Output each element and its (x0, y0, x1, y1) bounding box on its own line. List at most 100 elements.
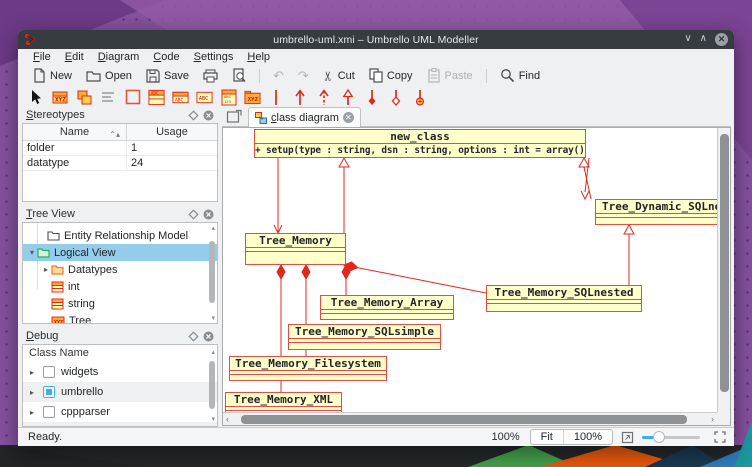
directed-association-tool[interactable] (292, 88, 309, 106)
menu-edit[interactable]: Edit (64, 50, 84, 63)
enum-tool[interactable]: ABC 123 (220, 89, 237, 106)
close-panel-icon[interactable] (203, 209, 214, 220)
uml-class-tree-memory[interactable]: Tree_Memory (245, 233, 346, 265)
scrollbar-thumb[interactable] (209, 361, 215, 409)
close-panel-icon[interactable] (203, 331, 214, 342)
uml-class-new-class[interactable]: new_class + setup(type : string, dsn : s… (254, 129, 586, 158)
scroll-down-icon[interactable]: ▾ (211, 315, 215, 322)
uml-class-tree-dynamic-sqlnested[interactable]: Tree_Dynamic_SQLnested (595, 199, 717, 225)
menu-file[interactable]: File (33, 50, 51, 63)
association-tool[interactable] (268, 89, 285, 106)
scrollbar-thumb[interactable] (241, 415, 687, 424)
zoom-100-button[interactable]: 100% (562, 430, 612, 444)
paste-button[interactable]: Paste (421, 66, 479, 85)
uml-class-tree-memory-sqlnested[interactable]: Tree_Memory_SQLnested (486, 285, 642, 312)
tree-item-tree[interactable]: XYZ Tree (23, 312, 217, 323)
scroll-down-icon[interactable]: ▾ (211, 416, 215, 423)
scrollbar-thumb[interactable] (720, 134, 729, 392)
dependency-tool[interactable] (316, 88, 333, 106)
uml-class-tree-memory-array[interactable]: Tree_Memory_Array (320, 295, 454, 320)
float-panel-icon[interactable] (188, 109, 199, 121)
tree-item-logical-view[interactable]: ▾ Logical View (23, 244, 217, 261)
box-tool[interactable] (124, 89, 141, 106)
column-name[interactable]: Name ⌃︎▴ (23, 124, 127, 140)
menu-code[interactable]: Code (153, 50, 180, 63)
chevron-down-icon[interactable]: ▾ (29, 248, 34, 257)
scroll-up-icon[interactable]: ▴ (211, 225, 215, 232)
debug-scrollbar[interactable] (208, 357, 216, 414)
object-tool[interactable] (76, 89, 93, 106)
titlebar[interactable]: umbrello-uml.xmi – Umbrello UML Modeller… (18, 30, 734, 49)
cut-button[interactable]: ✂ Cut (317, 66, 361, 86)
tree-item-int[interactable]: int (23, 278, 217, 295)
containment-tool[interactable] (412, 89, 429, 106)
chevron-right-icon[interactable]: ▸ (43, 265, 48, 274)
tab-close-icon[interactable]: ✕ (342, 112, 354, 123)
note-tool[interactable] (100, 89, 117, 106)
tree-scrollbar[interactable] (208, 233, 216, 313)
interface-tool[interactable]: ABC (172, 89, 189, 106)
chevron-right-icon[interactable]: ▸ (29, 387, 34, 397)
checkbox-unchecked[interactable] (43, 406, 55, 418)
debug-item-umbrello[interactable]: ▸ umbrello (23, 382, 217, 402)
float-panel-icon[interactable] (188, 330, 199, 342)
open-button[interactable]: Open (80, 67, 138, 85)
scrollbar-thumb[interactable] (209, 241, 215, 303)
column-usage[interactable]: Usage (156, 126, 188, 138)
tab-class-diagram[interactable]: class diagram ✕ (248, 107, 361, 127)
chevron-right-icon[interactable]: ▸ (29, 367, 34, 377)
package-tool[interactable]: XYZ (244, 89, 261, 106)
class-tool[interactable]: XYZ (52, 89, 69, 106)
generalization-tool[interactable] (340, 88, 357, 106)
menu-help[interactable]: Help (247, 50, 271, 63)
save-button[interactable]: Save (140, 67, 195, 85)
table-row[interactable]: folder 1 (23, 141, 217, 156)
tree-view-panel-titlebar[interactable]: Tree View (22, 206, 218, 222)
select-tool[interactable] (28, 89, 45, 106)
new-tab-button[interactable] (226, 109, 243, 124)
find-button[interactable]: Find (494, 66, 546, 85)
copy-button[interactable]: Copy (363, 66, 419, 85)
float-panel-icon[interactable] (188, 208, 199, 220)
tree-item-entity-relationship-model[interactable]: Entity Relationship Model (23, 227, 217, 244)
class-box-tool[interactable]: ABC (148, 89, 165, 106)
menu-diagram[interactable]: Diagram (97, 50, 140, 63)
print-button[interactable] (197, 67, 224, 85)
table-row[interactable]: datatype 24 (23, 156, 217, 171)
scroll-left-icon[interactable]: ‹ (226, 414, 229, 424)
minimize-button[interactable]: ∨ (684, 33, 692, 44)
debug-item-dialogs[interactable]: ▸ dialogs (23, 422, 217, 426)
tree-item-string[interactable]: string (23, 295, 217, 312)
debug-item-widgets[interactable]: ▸ widgets (23, 362, 217, 382)
debug-item-cppparser[interactable]: ▸ cppparser (23, 402, 217, 422)
scroll-right-icon[interactable]: › (711, 414, 714, 424)
composition-tool[interactable] (364, 89, 381, 106)
fit-button[interactable]: Fit (540, 431, 553, 443)
undo-button[interactable]: ↶ (267, 66, 290, 86)
close-panel-icon[interactable] (203, 110, 214, 121)
chevron-right-icon[interactable]: ▸ (29, 407, 34, 417)
zoom-fit-icon[interactable] (621, 431, 634, 444)
checkbox-unchecked[interactable] (43, 366, 55, 378)
fullscreen-icon[interactable] (714, 431, 726, 443)
maximize-button[interactable]: ∧ (699, 33, 707, 44)
scroll-up-icon[interactable]: ▴ (211, 349, 215, 356)
slider-track[interactable] (642, 436, 700, 439)
uml-class-tree-memory-filesystem[interactable]: Tree_Memory_Filesystem (229, 356, 387, 381)
redo-button[interactable]: ↷ (292, 66, 315, 86)
zoom-slider[interactable] (642, 430, 700, 444)
uml-class-tree-memory-sqlsimple[interactable]: Tree_Memory_SQLsimple (288, 324, 441, 350)
datatype-tool[interactable]: ABC (196, 89, 213, 106)
print-preview-button[interactable] (226, 66, 252, 85)
aggregation-tool[interactable] (388, 89, 405, 106)
debug-panel-titlebar[interactable]: Debug (22, 328, 218, 344)
menu-settings[interactable]: Settings (193, 50, 234, 63)
checkbox-partial[interactable] (43, 386, 55, 398)
close-button[interactable]: ✕ (715, 32, 728, 46)
diagram-sheet[interactable]: new_class + setup(type : string, dsn : s… (223, 128, 717, 413)
tree-item-datatypes[interactable]: ▸ Datatypes (23, 261, 217, 278)
canvas-vertical-scrollbar[interactable] (717, 128, 730, 412)
stereotypes-panel-titlebar[interactable]: Stereotypes (22, 107, 218, 123)
canvas-horizontal-scrollbar[interactable]: ‹ › (223, 412, 717, 425)
slider-handle[interactable] (653, 431, 665, 443)
